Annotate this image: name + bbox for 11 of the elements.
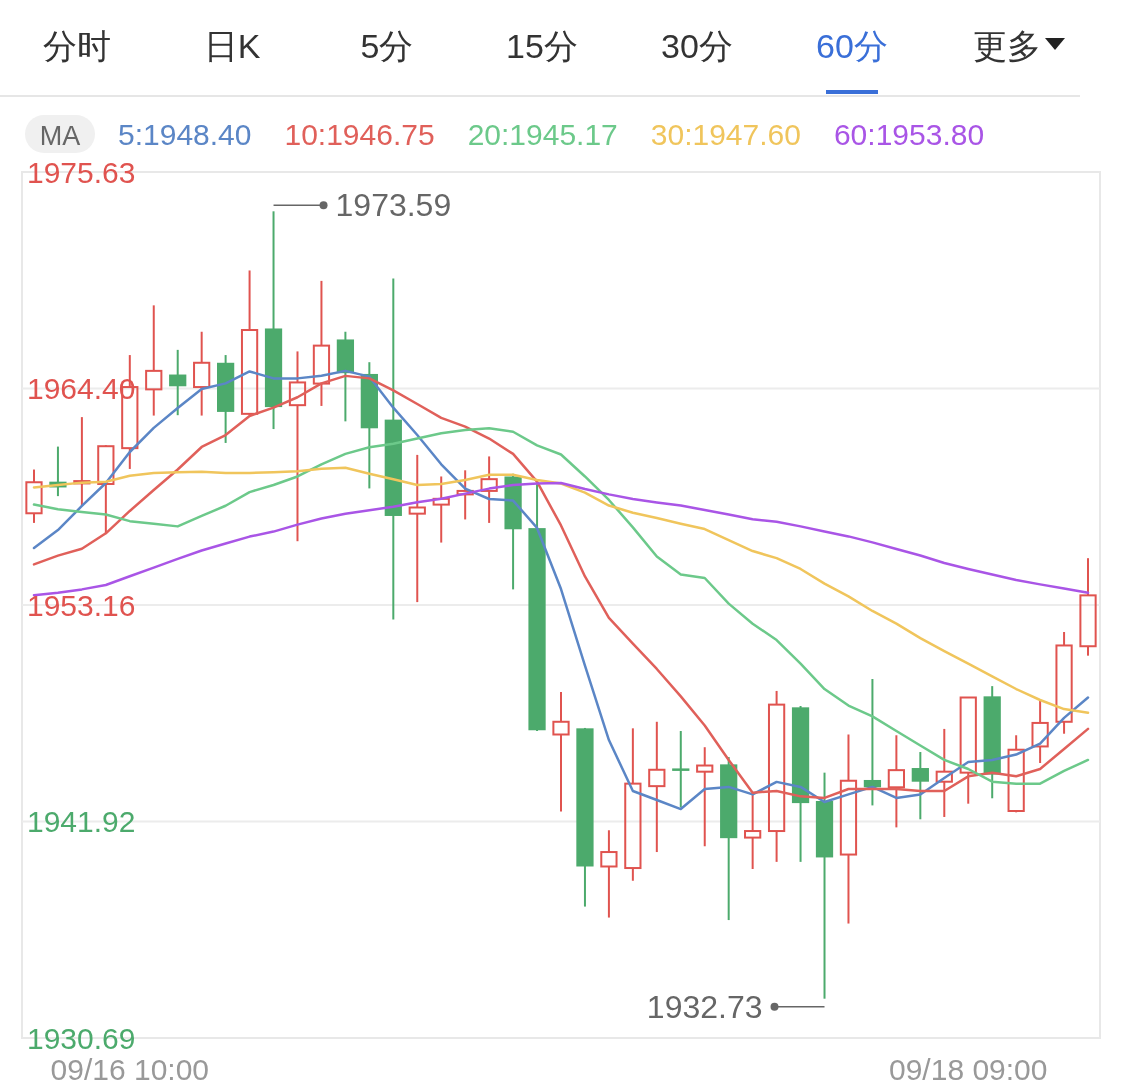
tabs: 分时 日K 5分 15分 30分 60分 更多 <box>43 27 1041 94</box>
legend: MA 5:1948.40 10:1946.75 20:1945.17 30:1947.60 60:1953.80 <box>25 115 985 153</box>
x-tick-label: 09/16 10:00 <box>50 1053 210 1086</box>
y-tick-label: 1953.16 <box>27 588 136 622</box>
y-tick-label: 1930.69 <box>27 1021 136 1055</box>
legend-title: MA <box>39 121 81 151</box>
x-tick-label: 09/18 09:00 <box>889 1053 1048 1086</box>
annotation: 1932.73 <box>646 988 763 1025</box>
annotation: 1973.59 <box>335 187 452 224</box>
y-tick-label: 1975.63 <box>27 155 136 189</box>
y-tick-label: 1941.92 <box>27 805 136 839</box>
